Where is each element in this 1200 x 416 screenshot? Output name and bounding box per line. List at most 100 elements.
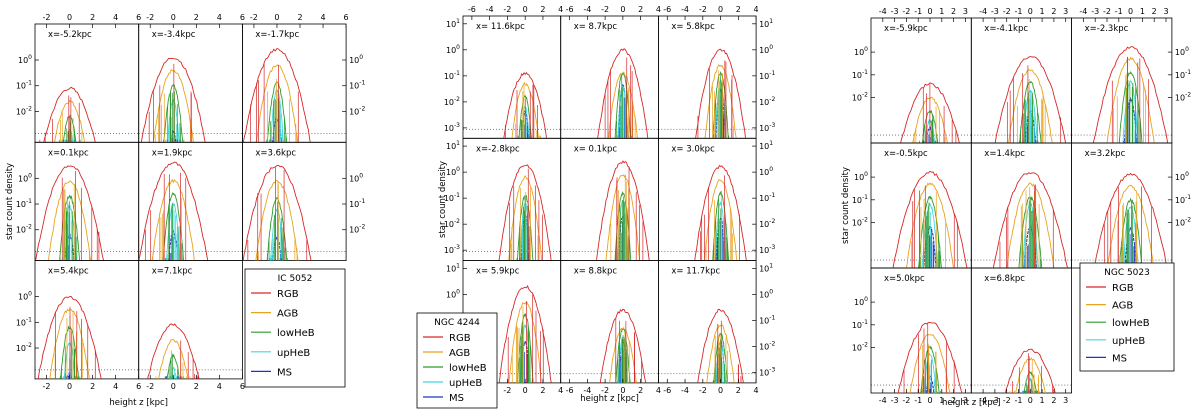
legend-box: [416, 312, 498, 409]
panel-frame: [34, 260, 140, 380]
panel-frame: [970, 267, 1072, 394]
x-tick-label-bottom: 3: [963, 396, 968, 405]
panel: x=-5.9kpc 100 10-1 10-2 -4 -3 -2 -1 0 1 2 3: [852, 7, 972, 144]
panel-plot: [1071, 46, 1172, 143]
panel: x=-0.5kpc 100 10-1 10-2: [852, 142, 972, 269]
profile-lowHeB: [1118, 197, 1143, 268]
x-tick-label-top: 2: [194, 13, 199, 22]
panel: x=1.9kpc: [138, 141, 243, 262]
panel: x= 8.7kpc-6 -4 -2 0 2 4: [560, 5, 661, 139]
y-tick-label-right: 100: [349, 172, 363, 183]
x-tick-label-top: 4: [558, 5, 563, 14]
panel: x= 11.7kpc 101 100 10-1 10-2 10-3 -6 -4 -2 0 2 4: [658, 260, 775, 395]
x-tick-label-bottom: 0: [1028, 396, 1033, 405]
x-tick-label-top: 2: [297, 13, 302, 22]
profile-MS: [617, 338, 628, 383]
profile-RGB: [498, 284, 552, 383]
panel-frame: [1071, 17, 1173, 144]
panel: x= 3.0kpc 101 100 10-1 10-2 10-3: [658, 137, 775, 262]
x-tick-label-top: 4: [321, 13, 326, 22]
legend-label: MS: [277, 367, 292, 378]
profile-AGB: [49, 308, 90, 379]
y-tick-label: 10-2: [444, 218, 460, 229]
panel-label: x=-5.2kpc: [48, 30, 92, 40]
y-tick-label-right: 10-1: [759, 70, 775, 81]
legend-box: [244, 268, 346, 388]
profile-lowHeB: [614, 71, 632, 139]
profile-RGB: [897, 321, 963, 393]
panel-plot: [560, 48, 659, 139]
profile-MS: [520, 340, 531, 383]
y-tick-label-right: 101: [759, 140, 773, 151]
y-tick-label: 100: [446, 166, 460, 177]
y-tick-label-right: 10-2: [349, 105, 365, 116]
y-tick-label: 10-1: [852, 194, 868, 205]
y-tick-label-right: 10-1: [759, 192, 775, 203]
x-tick-label-bottom: 2: [194, 382, 199, 391]
x-tick-label-bottom: 2: [736, 386, 741, 395]
legend-label: upHeB: [277, 348, 310, 359]
y-axis-label: star count density: [438, 161, 448, 238]
profile-AGB: [607, 71, 639, 139]
profile-RGB: [599, 308, 647, 383]
y-tick-label-right: 10-3: [759, 122, 775, 133]
x-tick-label-bottom: -4: [681, 386, 689, 395]
x-tick-label-bottom: 0: [67, 382, 72, 391]
panel-frame: [560, 137, 659, 262]
x-tick-label-top: 2: [90, 13, 95, 22]
panel-plot: [871, 82, 972, 143]
profile-MS: [617, 215, 628, 261]
x-tick-label-bottom: -6: [663, 386, 671, 395]
panel-label: x=7.1kpc: [152, 267, 193, 277]
x-tick-label-top: -3: [991, 7, 999, 16]
x-tick-label-bottom: 0: [523, 386, 528, 395]
x-tick-label-bottom: 0: [171, 382, 176, 391]
panel-plot: [560, 308, 659, 383]
profile-lowHeB: [516, 194, 534, 261]
y-tick-label-right: 10-3: [759, 244, 775, 255]
panel: x=5.4kpc 100 10-1 10-2 -2 0 2 4 6: [16, 260, 141, 391]
x-tick-label-top: 0: [523, 5, 528, 14]
x-tick-label-top: 2: [951, 7, 956, 16]
y-tick-label-right: 10-2: [759, 340, 775, 351]
profile-MS: [923, 226, 937, 268]
legend: NGC 4244 RGB AGB lowHeB upHeB MS: [416, 312, 498, 409]
chart-1: x=-5.2kpc 100 10-1 10-2 -2 0 2 4 6 x=-3.4kpc -2 0 2 4…: [5, 13, 365, 408]
y-tick-label: 10-2: [16, 224, 32, 235]
profile-upHeB: [617, 335, 629, 383]
y-tick-label-right: 10-1: [759, 314, 775, 325]
x-tick-label-top: -3: [1091, 7, 1099, 16]
profile-lowHeB: [1023, 371, 1037, 393]
profile-AGB: [704, 64, 737, 139]
x-tick-label-bottom: 4: [754, 386, 759, 395]
panel-plot: [971, 172, 1072, 268]
panel-plot: [242, 47, 347, 143]
y-tick-label-right: 101: [759, 18, 773, 29]
x-tick-label-top: 6: [344, 13, 349, 22]
x-tick-label-top: -1: [914, 7, 922, 16]
y-tick-label: 10-2: [852, 217, 868, 228]
panel-label: x=5.0kpc: [884, 274, 925, 284]
panel-plot: [658, 48, 757, 139]
x-tick-label-top: 4: [754, 5, 759, 14]
x-axis-label: height z [kpc]: [942, 398, 1001, 408]
x-tick-label-top: -6: [663, 5, 671, 14]
profile-RGB: [596, 160, 650, 261]
profile-AGB: [54, 99, 86, 143]
legend-title: NGC 5023: [1104, 268, 1150, 278]
x-tick-label-top: -2: [43, 13, 51, 22]
y-tick-label: 10-2: [852, 92, 868, 103]
profile-AGB: [47, 180, 92, 261]
x-tick-label-top: -2: [1003, 7, 1011, 16]
x-tick-label-bottom: -1: [914, 396, 922, 405]
profile-upHeB: [166, 202, 181, 261]
y-tick-label-right: 100: [759, 288, 773, 299]
legend-label: MS: [1112, 353, 1127, 364]
legend-label: AGB: [449, 348, 470, 359]
x-axis-label: height z [kpc]: [109, 398, 168, 408]
profile-AGB: [158, 339, 189, 379]
x-tick-label-top: -2: [902, 7, 910, 16]
panel-plot: [658, 308, 757, 383]
x-tick-label-bottom: -1: [1015, 396, 1023, 405]
y-tick-label: 10-2: [16, 342, 32, 353]
